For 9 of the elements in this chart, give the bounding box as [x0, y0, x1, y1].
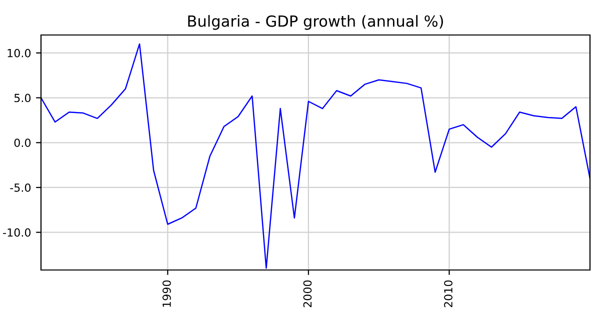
y-tick-label: -5.0	[10, 183, 31, 192]
y-tick-label: 5.0	[14, 94, 31, 102]
y-tick-label: -10.0	[3, 228, 31, 237]
y-tick-label: 10.0	[8, 48, 31, 58]
x-tick-label: 1990	[162, 280, 171, 307]
x-tick-label: 2000	[303, 280, 312, 308]
chart-title: Bulgaria - GDP growth (annual %)	[188, 15, 443, 30]
x-tick-label: 2010	[444, 280, 452, 308]
y-tick-label: 0.0	[14, 138, 31, 148]
